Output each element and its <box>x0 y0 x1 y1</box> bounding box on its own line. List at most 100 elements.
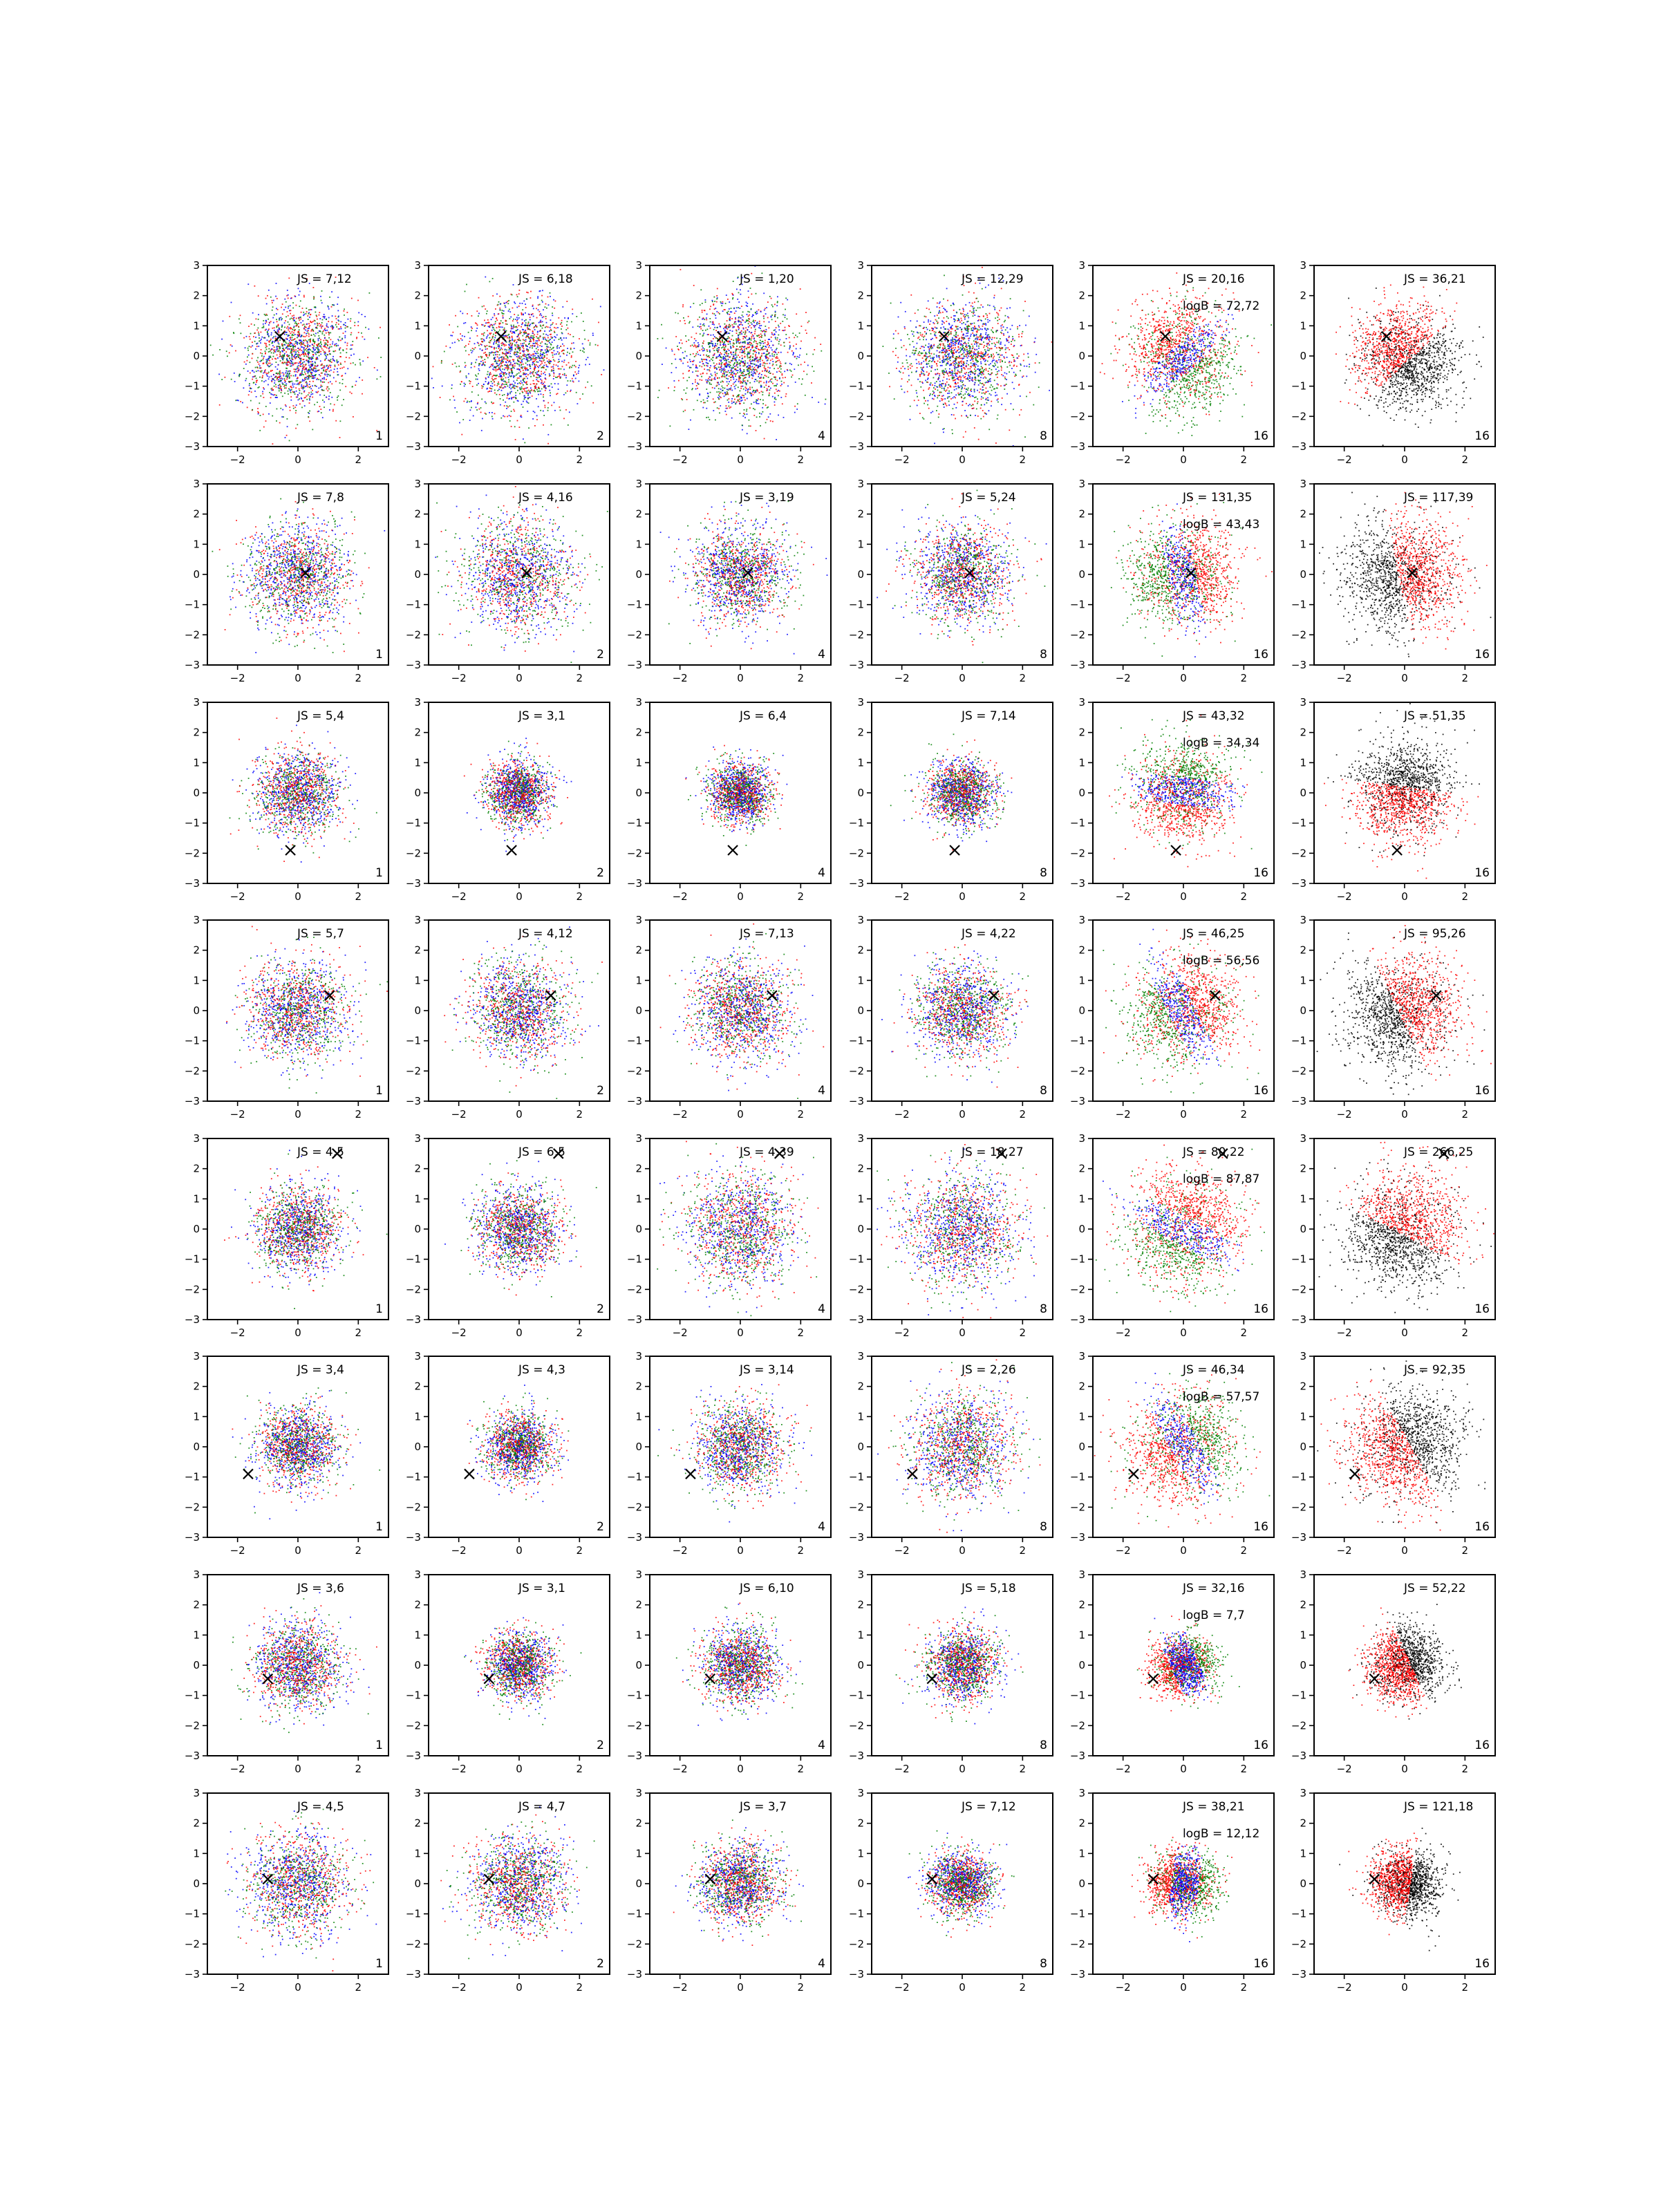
data-point <box>786 393 787 395</box>
data-point <box>693 285 695 286</box>
data-point <box>728 402 729 403</box>
data-point <box>548 359 550 361</box>
data-point <box>746 301 747 303</box>
data-point <box>551 369 552 371</box>
data-point <box>749 407 751 409</box>
data-point <box>534 351 535 353</box>
data-point <box>659 390 660 391</box>
data-point <box>298 365 299 366</box>
data-point <box>324 337 326 339</box>
data-point <box>727 385 728 386</box>
data-point <box>549 330 550 332</box>
data-point <box>576 392 577 393</box>
data-point <box>308 368 310 370</box>
data-point <box>719 313 720 315</box>
data-point <box>721 353 722 355</box>
data-point <box>760 381 762 382</box>
count-label: 1 <box>375 429 383 443</box>
data-point <box>458 339 459 340</box>
data-point <box>532 330 534 332</box>
data-point <box>519 366 521 367</box>
data-point <box>503 317 504 319</box>
data-point <box>287 373 288 374</box>
data-point <box>301 393 303 395</box>
data-point <box>501 371 503 373</box>
data-point <box>262 393 263 395</box>
data-point <box>706 388 707 390</box>
data-point <box>545 344 546 345</box>
data-point <box>700 355 701 356</box>
data-point <box>526 292 527 293</box>
data-point <box>706 359 708 361</box>
data-point <box>533 355 534 357</box>
data-point <box>280 408 281 409</box>
data-point <box>719 393 720 394</box>
data-point <box>290 310 292 311</box>
data-point <box>301 346 302 348</box>
data-point <box>286 364 288 366</box>
data-point <box>536 326 538 327</box>
data-point <box>741 349 742 350</box>
data-point <box>521 388 523 389</box>
data-point <box>307 328 308 330</box>
data-point <box>491 330 493 331</box>
data-point <box>553 372 554 373</box>
data-point <box>529 393 531 394</box>
data-point <box>504 344 505 345</box>
data-point <box>734 386 735 387</box>
data-point <box>290 346 292 347</box>
data-point <box>276 319 277 320</box>
data-point <box>358 312 359 314</box>
data-point <box>526 299 527 300</box>
data-point <box>489 353 491 354</box>
data-point <box>477 403 478 404</box>
data-point <box>512 331 514 332</box>
data-point <box>289 377 290 378</box>
data-point <box>541 351 542 353</box>
data-point <box>496 369 497 371</box>
data-point <box>775 311 776 312</box>
data-point <box>728 389 729 391</box>
data-point <box>733 352 734 353</box>
data-point <box>534 386 536 388</box>
data-point <box>565 337 567 339</box>
data-point <box>547 335 549 336</box>
data-point <box>766 356 767 357</box>
data-point <box>538 322 540 324</box>
data-point <box>344 366 345 368</box>
data-point <box>518 348 519 349</box>
data-point <box>276 373 278 374</box>
data-point <box>275 351 276 353</box>
data-point <box>519 369 521 371</box>
data-point <box>704 359 706 360</box>
data-point <box>753 408 754 409</box>
data-point <box>321 322 323 324</box>
data-point <box>522 319 523 321</box>
data-point <box>341 375 343 377</box>
data-point <box>730 365 731 366</box>
data-point <box>544 353 545 354</box>
data-point <box>308 393 310 394</box>
data-point <box>749 373 750 374</box>
data-point <box>269 392 270 393</box>
data-point <box>318 344 319 346</box>
data-point <box>566 301 568 302</box>
data-point <box>480 407 482 409</box>
data-point <box>795 335 796 336</box>
data-point <box>322 326 324 327</box>
data-point <box>320 386 321 388</box>
data-point <box>332 341 334 343</box>
data-point <box>540 379 541 380</box>
data-point <box>523 348 525 350</box>
data-point <box>325 346 326 348</box>
data-point <box>527 398 529 400</box>
data-point <box>248 326 250 327</box>
data-point <box>592 402 594 404</box>
data-point <box>764 367 765 368</box>
data-point <box>290 344 291 345</box>
data-point <box>529 326 530 327</box>
data-point <box>490 340 491 341</box>
data-point <box>277 330 279 331</box>
data-point <box>353 362 354 364</box>
data-point <box>519 332 521 334</box>
